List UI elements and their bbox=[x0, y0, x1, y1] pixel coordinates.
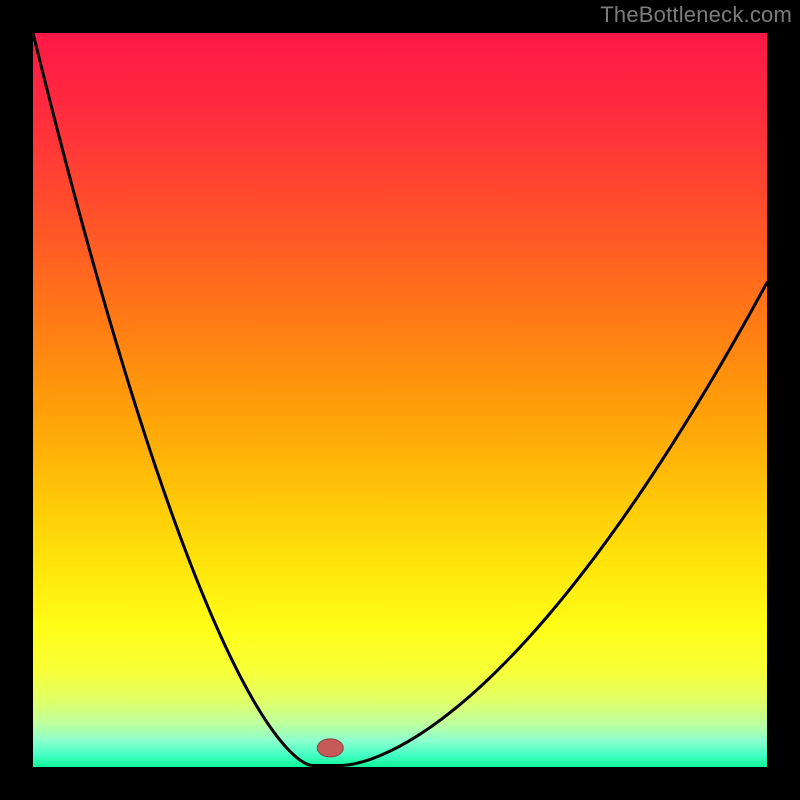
bottleneck-chart bbox=[0, 0, 800, 800]
chart-canvas: TheBottleneck.com bbox=[0, 0, 800, 800]
optimal-marker bbox=[317, 739, 343, 757]
plot-background bbox=[33, 33, 767, 767]
watermark-text: TheBottleneck.com bbox=[600, 2, 792, 28]
